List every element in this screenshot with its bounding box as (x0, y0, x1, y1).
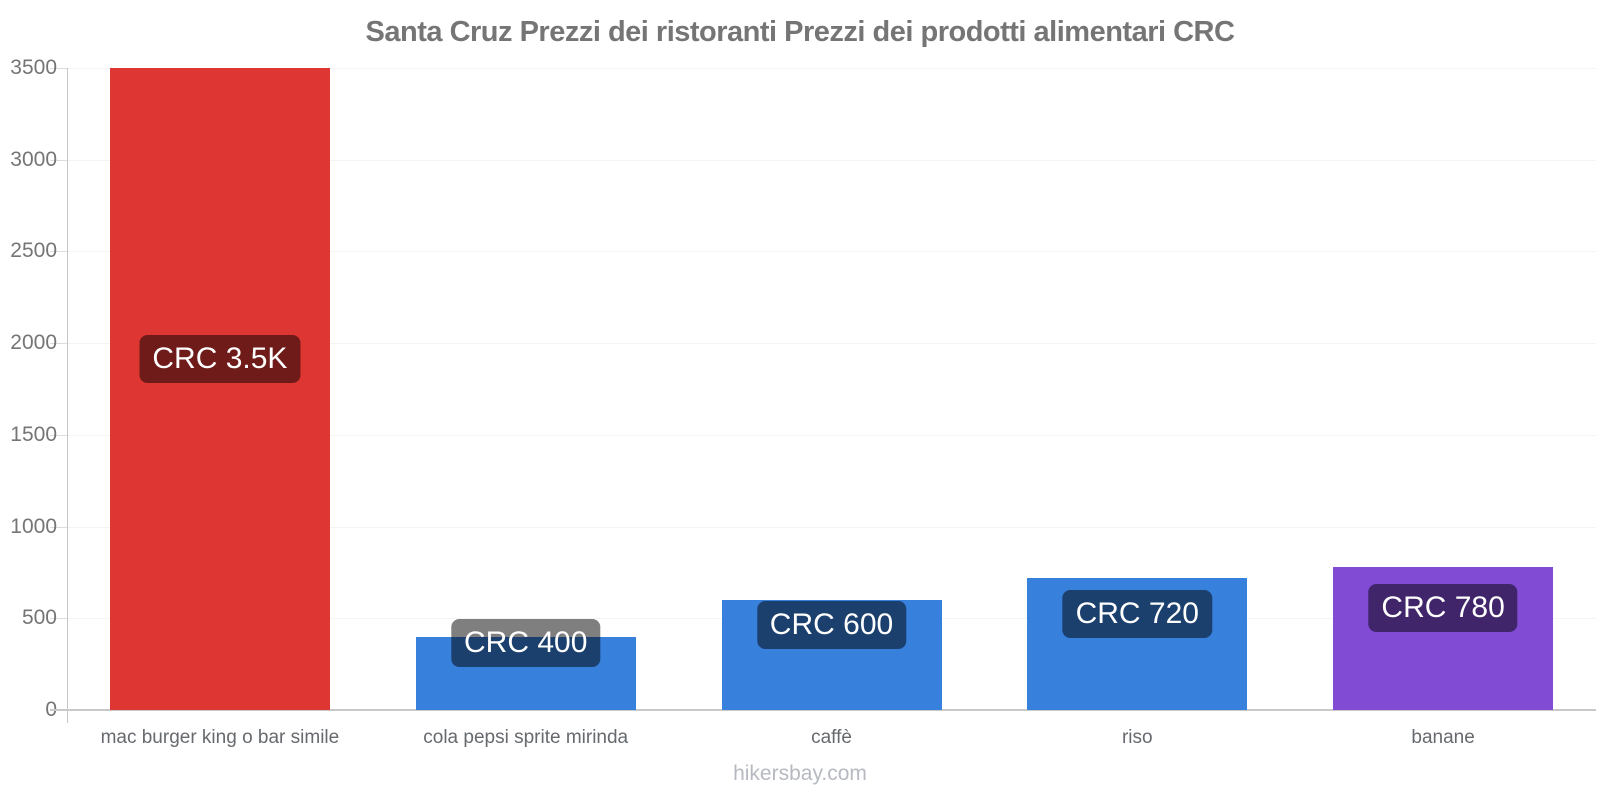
y-tick-mark-3500 (50, 68, 67, 69)
gridline-3500 (67, 68, 1596, 69)
y-tick-label-500: 500 (21, 606, 57, 630)
y-tick-mark-3000 (50, 159, 67, 161)
x-axis-line (50, 709, 1596, 711)
y-tick-label-2000: 2000 (10, 331, 57, 355)
y-tick-label-3500: 3500 (10, 56, 57, 79)
x-tick-label-riso: riso (1121, 727, 1153, 748)
gridline-2500 (67, 251, 1596, 253)
x-tick-label-banane: banane (1411, 727, 1475, 748)
x-tick-label-caff: caffè (811, 727, 852, 748)
y-tick-label-1000: 1000 (10, 514, 57, 538)
gridline-3000 (67, 159, 1596, 161)
x-tick-label-cola-pepsi-sprite-mirinda: cola pepsi sprite mirinda (423, 727, 629, 748)
x-tick-label-mac-burger-king-o-bar-simile: mac burger king o bar simile (100, 727, 340, 748)
bar-mac-burger-king-o-bar-simile[interactable] (109, 68, 330, 710)
gridline-2000 (67, 343, 1596, 345)
gridline-1500 (67, 434, 1596, 436)
y-tick-label-0: 0 (0, 699, 57, 721)
y-tick-mark-1000 (50, 526, 67, 528)
bar-value-label-cola-pepsi-sprite-mirinda: CRC 400 (450, 619, 601, 668)
footer-watermark: hikersbay.com (733, 762, 867, 785)
y-axis-line (67, 68, 68, 723)
y-tick-mark-2500 (50, 251, 67, 253)
gridline-1000 (67, 526, 1596, 528)
bar-value-label-mac-burger-king-o-bar-simile: CRC 3.5K (139, 335, 301, 383)
y-tick-label-1500: 1500 (10, 422, 57, 446)
chart-title: Santa Cruz Prezzi dei ristoranti Prezzi … (365, 16, 1235, 48)
bar-value-label-riso: CRC 720 (1062, 589, 1212, 638)
y-tick-mark-2000 (50, 343, 67, 345)
y-tick-label-2500: 2500 (10, 239, 57, 263)
y-tick-mark-1500 (50, 434, 67, 436)
bar-value-label-banane: CRC 780 (1368, 584, 1518, 633)
y-tick-mark-500 (50, 618, 67, 620)
y-tick-label-3000: 3000 (10, 147, 57, 171)
bar-value-label-caff: CRC 600 (756, 600, 907, 649)
